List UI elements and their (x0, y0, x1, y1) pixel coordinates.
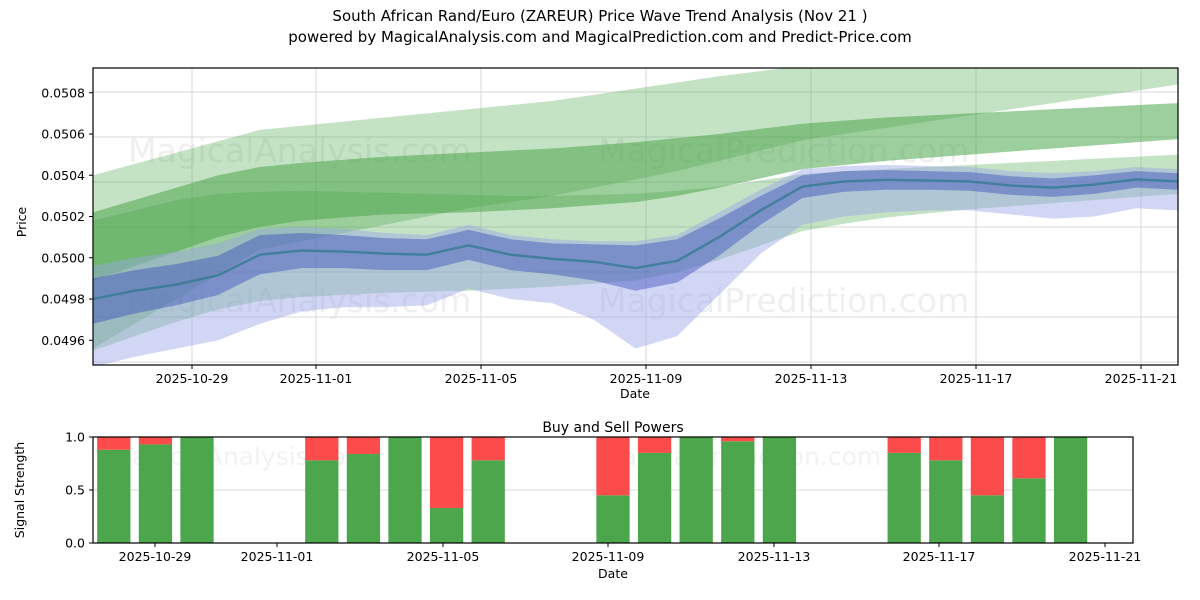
y-tick-label: 0.0504 (41, 168, 85, 183)
page-title: South African Rand/Euro (ZAREUR) Price W… (0, 6, 1200, 27)
y-tick-label: 0.5 (65, 483, 85, 498)
x-tick-label: 2025-11-01 (280, 371, 353, 386)
sell-power-bar (139, 437, 172, 444)
y-tick-label: 0.0496 (41, 333, 85, 348)
y-tick-label: 0.0508 (41, 85, 85, 100)
x-tick-label: 2025-11-05 (407, 549, 480, 564)
buy-power-bar (638, 453, 671, 543)
buy-power-bar (97, 450, 130, 543)
y-tick-label: 0.0502 (41, 209, 85, 224)
sell-power-bar (888, 437, 921, 453)
price-x-axis-title: Date (620, 386, 650, 401)
x-tick-label: 2025-11-09 (572, 549, 645, 564)
price-y-axis-title: Price (14, 206, 29, 237)
buy-power-bar (305, 460, 338, 543)
buy-power-bar (388, 437, 421, 543)
sell-power-bar (971, 437, 1004, 495)
buy-power-bar (971, 495, 1004, 543)
buy-power-bar (180, 437, 213, 543)
page-subtitle: powered by MagicalAnalysis.com and Magic… (0, 27, 1200, 48)
sell-power-bar (1012, 437, 1045, 478)
x-tick-label: 2025-11-05 (445, 371, 518, 386)
x-tick-label: 2025-11-21 (1069, 549, 1142, 564)
buy-power-bar (472, 460, 505, 543)
y-tick-label: 0.0506 (41, 127, 85, 142)
signal-y-axis-title: Signal Strength (12, 442, 27, 538)
x-tick-label: 2025-11-01 (241, 549, 314, 564)
buy-power-bar (596, 495, 629, 543)
y-tick-label: 0.0 (65, 536, 85, 551)
buy-power-bar (888, 453, 921, 543)
buy-power-bar (1012, 478, 1045, 543)
buy-power-bar (721, 441, 754, 543)
price-chart-panel: MagicalAnalysis.com MagicalPrediction.co… (14, 36, 1178, 401)
y-tick-label: 0.0500 (41, 250, 85, 265)
sell-power-bar (305, 437, 338, 460)
sell-power-bar (596, 437, 629, 495)
x-tick-label: 2025-10-29 (156, 371, 229, 386)
signal-chart-panel: Buy and Sell Powers MagicalAnalysis.com … (12, 420, 1141, 581)
sell-power-bar (721, 437, 754, 441)
sell-power-bar (347, 437, 380, 454)
x-tick-label: 2025-11-09 (610, 371, 683, 386)
signal-y-axis: 0.0 0.5 1.0 (65, 430, 93, 551)
y-tick-label: 0.0498 (41, 292, 85, 307)
sell-power-bar (430, 437, 463, 508)
y-tick-label: 1.0 (65, 430, 85, 445)
x-tick-label: 2025-10-29 (119, 549, 192, 564)
sell-power-bar (929, 437, 962, 460)
figure-canvas: MagicalAnalysis.com MagicalPrediction.co… (0, 0, 1200, 600)
signal-x-axis-title: Date (598, 566, 628, 581)
buy-power-bar (680, 437, 713, 543)
sell-power-bar (97, 437, 130, 450)
chart-title-block: South African Rand/Euro (ZAREUR) Price W… (0, 6, 1200, 48)
sell-power-bar (638, 437, 671, 453)
price-y-axis: 0.0496 0.0498 0.0500 0.0502 0.0504 0.0506 0.05… (41, 85, 93, 348)
x-tick-label: 2025-11-17 (940, 371, 1013, 386)
x-tick-label: 2025-11-17 (903, 549, 976, 564)
buy-power-bar (139, 444, 172, 543)
signal-chart-title: Buy and Sell Powers (542, 420, 683, 436)
buy-power-bar (1054, 437, 1087, 543)
x-tick-label: 2025-11-13 (775, 371, 848, 386)
buy-power-bar (430, 508, 463, 543)
price-x-axis: 2025-10-29 2025-11-01 2025-11-05 2025-11-09… (156, 365, 1178, 386)
sell-power-bar (472, 437, 505, 460)
x-tick-label: 2025-11-13 (738, 549, 811, 564)
x-tick-label: 2025-11-21 (1105, 371, 1178, 386)
buy-power-bar (763, 437, 796, 543)
signal-x-axis: 2025-10-29 2025-11-01 2025-11-05 2025-11-09… (119, 543, 1142, 564)
buy-power-bar (929, 460, 962, 543)
buy-power-bar (347, 454, 380, 543)
